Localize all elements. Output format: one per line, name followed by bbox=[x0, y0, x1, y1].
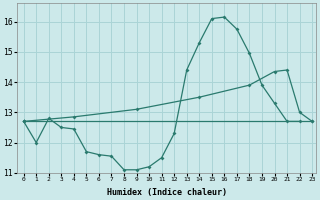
X-axis label: Humidex (Indice chaleur): Humidex (Indice chaleur) bbox=[107, 188, 227, 197]
